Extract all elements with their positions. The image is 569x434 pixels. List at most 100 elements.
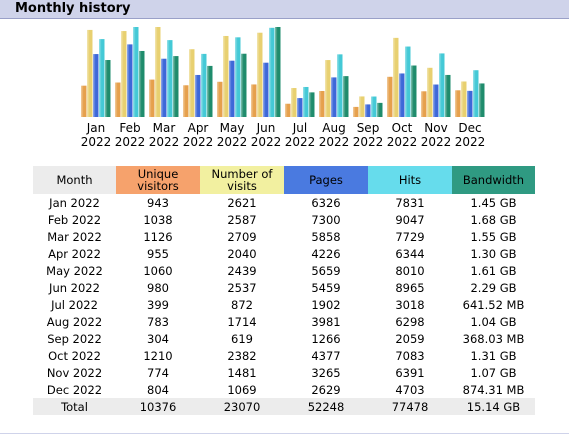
month-label: Dec bbox=[458, 121, 481, 135]
bar-number-of-visits-jun bbox=[257, 32, 263, 117]
table-row: Dec 2022 804 1069 2629 4703 874.31 MB bbox=[33, 381, 535, 398]
cell-pages: 5659 bbox=[311, 263, 341, 278]
cell-hits: 8965 bbox=[395, 280, 425, 295]
bar-number-of-visits-nov bbox=[427, 67, 433, 117]
cell-bandwidth: 1.68 GB bbox=[470, 212, 517, 227]
cell-visits: 2537 bbox=[227, 280, 257, 295]
month-label: Apr bbox=[188, 121, 209, 135]
bar-pages-nov bbox=[433, 84, 439, 117]
month-label: Sep bbox=[357, 121, 380, 135]
cell-pages: 6326 bbox=[311, 195, 341, 210]
year-label: 2022 bbox=[421, 135, 452, 149]
bar-unique-visitors-sep bbox=[353, 106, 359, 117]
year-label: 2022 bbox=[319, 135, 350, 149]
year-label: 2022 bbox=[353, 135, 384, 149]
cell-bandwidth: 1.31 GB bbox=[470, 348, 517, 363]
total-cell-hits: 77478 bbox=[368, 398, 452, 415]
bar-unique-visitors-jun bbox=[251, 84, 257, 117]
cell-visits: 2439 bbox=[227, 263, 257, 278]
bar-pages-apr bbox=[195, 74, 201, 117]
cell-month: Jul 2022 bbox=[51, 297, 98, 312]
year-label: 2022 bbox=[81, 135, 112, 149]
cell-month: Nov 2022 bbox=[46, 365, 103, 380]
bar-hits-jul bbox=[303, 86, 309, 117]
cell-hits: 3018 bbox=[395, 297, 425, 312]
bar-hits-jan bbox=[99, 39, 105, 117]
cell-bandwidth: 641.52 MB bbox=[462, 297, 525, 312]
table-header-row: Month Unique visitors Number of visits P… bbox=[33, 166, 535, 194]
bar-hits-may bbox=[235, 37, 241, 117]
bar-number-of-visits-mar bbox=[155, 27, 161, 117]
table-row: Apr 2022 955 2040 4226 6344 1.30 GB bbox=[33, 245, 535, 262]
table-row: Feb 2022 1038 2587 7300 9047 1.68 GB bbox=[33, 211, 535, 228]
table-row: Aug 2022 783 1714 3981 6298 1.04 GB bbox=[33, 313, 535, 330]
cell-hits: 2059 bbox=[395, 331, 425, 346]
bar-pages-oct bbox=[399, 73, 405, 117]
cell-pages: 4226 bbox=[311, 246, 341, 261]
monthly-history-chart: Jan 2022 Feb 2022 Mar 2022 Apr 2022 May 2022 Jun 20… bbox=[0, 20, 569, 155]
table-row: Nov 2022 774 1481 3265 6391 1.07 GB bbox=[33, 364, 535, 381]
bar-hits-feb bbox=[133, 27, 139, 117]
table-row: Jul 2022 399 872 1902 3018 641.52 MB bbox=[33, 296, 535, 313]
cell-pages: 7300 bbox=[311, 212, 341, 227]
cell-unique-visitors: 1210 bbox=[143, 348, 173, 363]
year-label: 2022 bbox=[115, 135, 146, 149]
cell-hits: 4703 bbox=[395, 382, 425, 397]
bar-pages-jan bbox=[93, 54, 99, 117]
bar-pages-feb bbox=[127, 44, 133, 117]
cell-visits: 2382 bbox=[227, 348, 257, 363]
month-label: Feb bbox=[119, 121, 140, 135]
cell-month: Aug 2022 bbox=[46, 314, 103, 329]
header-month: Month bbox=[33, 166, 116, 194]
cell-unique-visitors: 804 bbox=[147, 382, 169, 397]
bar-pages-sep bbox=[365, 104, 371, 117]
bar-hits-apr bbox=[201, 53, 207, 117]
bar-unique-visitors-aug bbox=[319, 90, 325, 117]
cell-unique-visitors: 783 bbox=[147, 314, 169, 329]
bar-number-of-visits-apr bbox=[189, 49, 195, 117]
bar-number-of-visits-jan bbox=[87, 29, 93, 118]
bar-number-of-visits-jul bbox=[291, 88, 297, 117]
cell-unique-visitors: 399 bbox=[147, 297, 169, 312]
header-hits: Hits bbox=[368, 166, 452, 194]
cell-bandwidth: 2.29 GB bbox=[470, 280, 517, 295]
total-cell-unique-visitors: 10376 bbox=[116, 398, 200, 415]
section-header: Monthly history bbox=[0, 0, 569, 19]
bar-bandwidth-nov bbox=[445, 74, 451, 117]
table-total-row: Total 10376 23070 52248 77478 15.14 GB bbox=[33, 398, 535, 415]
cell-bandwidth: 368.03 MB bbox=[462, 331, 525, 346]
year-label: 2022 bbox=[149, 135, 180, 149]
cell-bandwidth: 874.31 MB bbox=[462, 382, 525, 397]
cell-month: Mar 2022 bbox=[47, 229, 102, 244]
bar-number-of-visits-may bbox=[223, 35, 229, 117]
cell-hits: 7083 bbox=[395, 348, 425, 363]
bar-hits-oct bbox=[405, 46, 411, 118]
bar-bandwidth-jun bbox=[275, 27, 281, 117]
bar-unique-visitors-feb bbox=[115, 82, 121, 117]
cell-bandwidth: 1.55 GB bbox=[470, 229, 517, 244]
cell-hits: 6344 bbox=[395, 246, 425, 261]
bar-hits-mar bbox=[167, 40, 173, 117]
cell-pages: 2629 bbox=[311, 382, 341, 397]
year-label: 2022 bbox=[455, 135, 486, 149]
month-label: Nov bbox=[424, 121, 447, 135]
bar-hits-jun bbox=[269, 27, 275, 117]
bar-unique-visitors-apr bbox=[183, 85, 189, 117]
total-cell-month: Total bbox=[33, 398, 116, 415]
cell-pages: 5459 bbox=[311, 280, 341, 295]
cell-month: Dec 2022 bbox=[46, 382, 103, 397]
cell-hits: 6391 bbox=[395, 365, 425, 380]
cell-visits: 1714 bbox=[227, 314, 257, 329]
cell-pages: 4377 bbox=[311, 348, 341, 363]
cell-unique-visitors: 955 bbox=[147, 246, 169, 261]
header-bandwidth: Bandwidth bbox=[452, 166, 535, 194]
bar-hits-sep bbox=[371, 96, 377, 117]
cell-visits: 1481 bbox=[227, 365, 257, 380]
total-cell-pages: 52248 bbox=[284, 398, 368, 415]
bar-bandwidth-sep bbox=[377, 102, 383, 117]
bar-unique-visitors-may bbox=[217, 81, 223, 117]
bar-number-of-visits-feb bbox=[121, 31, 127, 118]
cell-pages: 5858 bbox=[311, 229, 341, 244]
bar-pages-may bbox=[229, 60, 235, 117]
table-row: Sep 2022 304 619 1266 2059 368.03 MB bbox=[33, 330, 535, 347]
